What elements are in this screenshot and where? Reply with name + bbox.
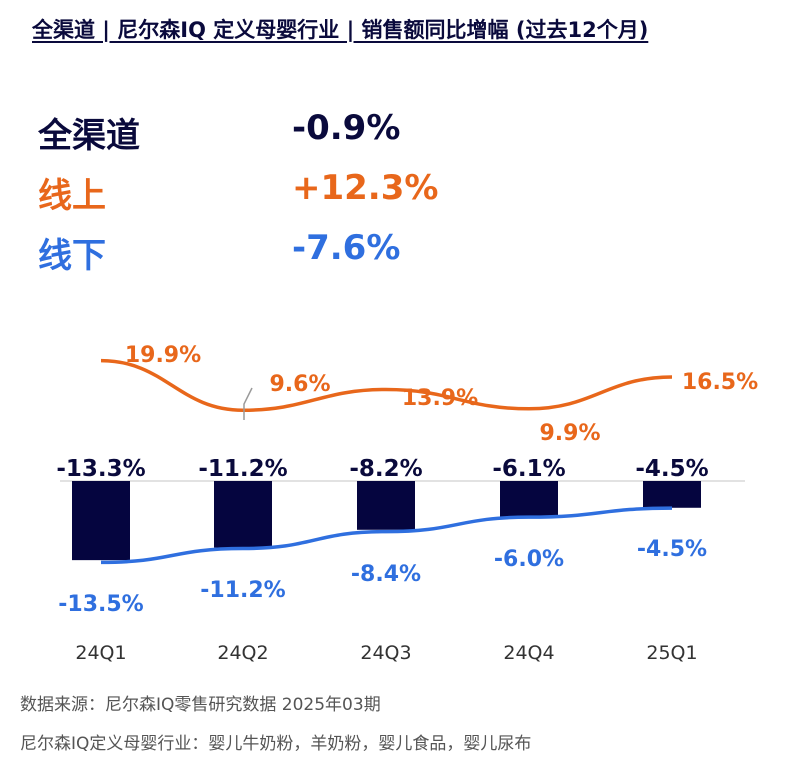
bar-label-25Q1: -4.5% (635, 456, 708, 482)
x-tick-label-24Q3: 24Q3 (360, 642, 411, 664)
chart-title: 全渠道 | 尼尔森IQ 定义母婴行业 | 销售额同比增幅 (过去12个月) (32, 18, 649, 42)
x-tick-label-24Q2: 24Q2 (217, 642, 268, 664)
online-label-24Q2: 9.6% (269, 372, 330, 397)
summary-label-online: 线上 (38, 176, 106, 216)
online-label-24Q3: 13.9% (402, 386, 478, 411)
bar-label-24Q3: -8.2% (349, 456, 422, 482)
online-label-24Q1: 19.9% (125, 343, 201, 368)
bar-all-channel-24Q2 (214, 481, 272, 548)
offline-label-24Q2: -11.2% (200, 578, 285, 603)
bar-label-24Q1: -13.3% (56, 456, 145, 482)
online-label-24Q4: 9.9% (539, 421, 600, 446)
bar-label-24Q2: -11.2% (198, 456, 287, 482)
offline-label-24Q1: -13.5% (58, 592, 143, 617)
online-label-25Q1: 16.5% (682, 370, 758, 395)
bar-label-24Q4: -6.1% (492, 456, 565, 482)
industry-definition-note: 尼尔森IQ定义母婴行业：婴儿牛奶粉，羊奶粉，婴儿食品，婴儿尿布 (20, 734, 532, 754)
offline-label-24Q3: -8.4% (351, 562, 421, 587)
summary-value-offline: -7.6% (292, 228, 401, 268)
summary-label-offline: 线下 (38, 236, 106, 276)
bar-all-channel-24Q3 (357, 481, 415, 530)
data-source-note: 数据来源：尼尔森IQ零售研究数据 2025年03期 (20, 695, 381, 715)
bar-all-channel-24Q1 (72, 481, 130, 561)
summary-value-online: +12.3% (292, 168, 439, 208)
bar-all-channel-25Q1 (643, 481, 701, 508)
offline-series-line (100, 506, 673, 565)
x-tick-label-24Q1: 24Q1 (75, 642, 126, 664)
offline-label-25Q1: -4.5% (637, 537, 707, 562)
bar-all-channel-24Q4 (500, 481, 558, 518)
summary-label-all-channel: 全渠道 (38, 116, 140, 156)
x-tick-label-25Q1: 25Q1 (646, 642, 697, 664)
online-series-line (100, 358, 673, 412)
offline-label-24Q4: -6.0% (494, 547, 564, 572)
online-label-leader-24Q2 (243, 387, 253, 420)
summary-value-all-channel: -0.9% (292, 108, 401, 148)
x-tick-label-24Q4: 24Q4 (503, 642, 554, 664)
